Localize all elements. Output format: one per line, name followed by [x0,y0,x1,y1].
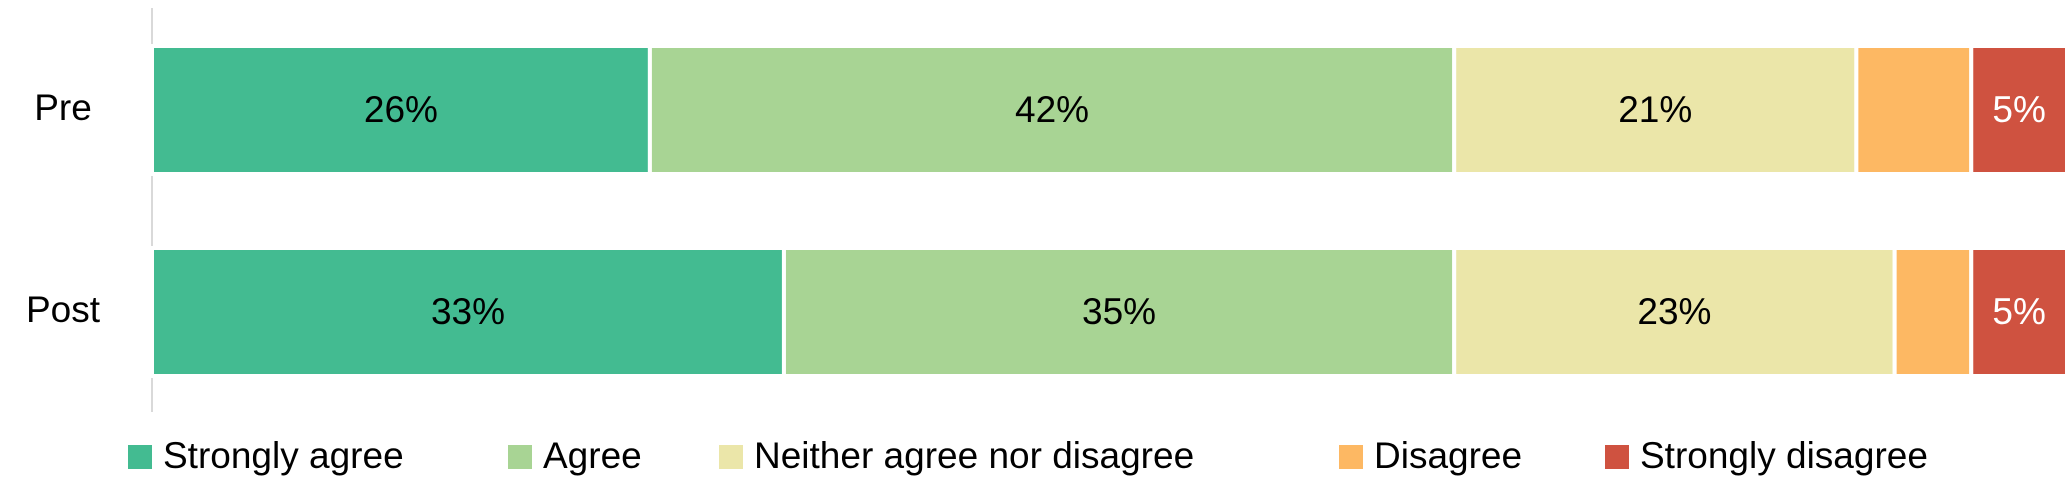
legend-label: Agree [543,435,642,476]
legend-swatch [1605,445,1629,469]
bar-segment [647,44,1457,176]
legend-label: Strongly disagree [1640,435,1928,476]
legend-swatch [719,445,743,469]
y-tick-label: Pre [34,87,92,128]
data-label: 26% [364,89,438,130]
bar-segment [1854,44,1974,176]
data-label: 5% [1992,291,2045,332]
bar-segment [1452,44,1859,176]
legend-label: Disagree [1374,435,1522,476]
bar-segment [1969,246,2069,378]
bar-segment [1969,44,2069,176]
legend-swatch [128,445,152,469]
bar-segment [781,246,1457,378]
data-label: 21% [1618,89,1692,130]
data-label: 42% [1015,89,1089,130]
data-label: 23% [1637,291,1711,332]
y-tick-label: Post [26,289,101,330]
legend-swatch [1339,445,1363,469]
data-label: 5% [1992,89,2045,130]
legend-swatch [508,445,532,469]
legend-label: Strongly agree [163,435,404,476]
data-label: 33% [431,291,505,332]
bar-segment [1892,246,1974,378]
data-label: 35% [1082,291,1156,332]
legend-label: Neither agree nor disagree [754,435,1194,476]
